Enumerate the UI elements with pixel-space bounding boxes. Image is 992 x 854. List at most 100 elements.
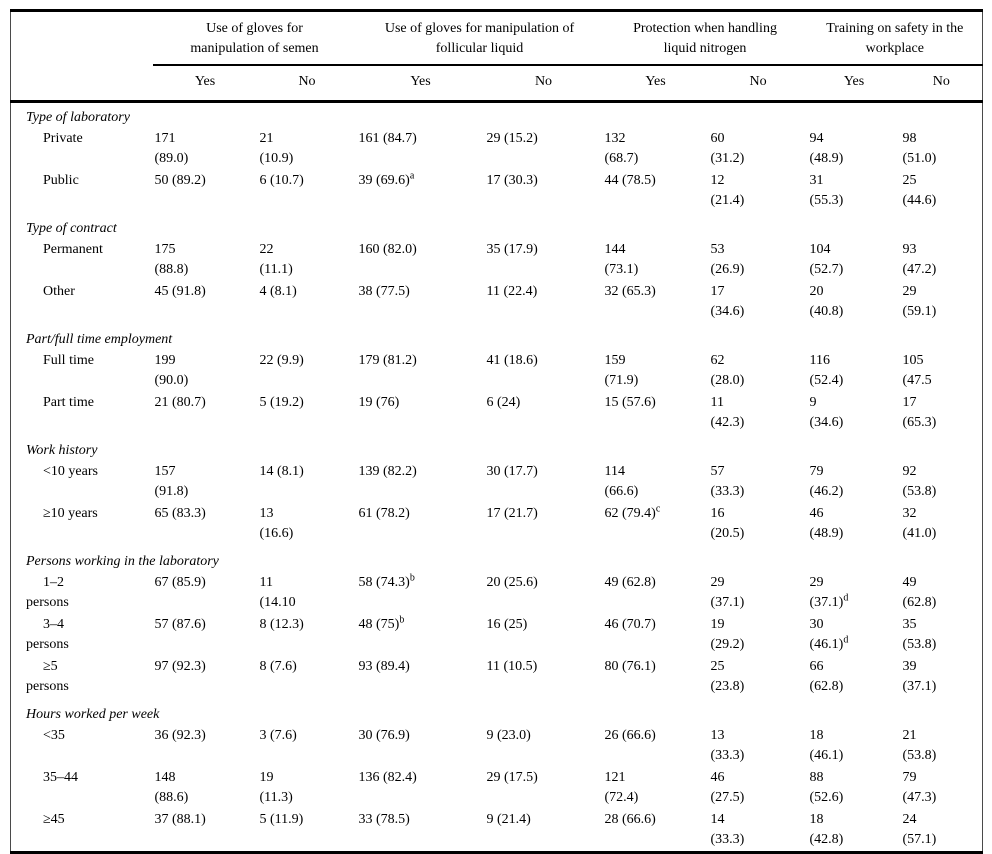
row-label: Private (43, 131, 83, 146)
data-cell: 36 (92.3) (154, 728, 206, 743)
table-row: Other 45 (91.8) 4 (8.1) 38 (77.5) 11 (22.4) 3… (11, 281, 983, 323)
data-cell: 19 (11.3) (259, 770, 293, 805)
table-row: ≥5 persons 97 (92.3) 8 (7.6) 93 (89.4) 11 (1… (11, 656, 983, 698)
data-cell: 8 (7.6) (259, 659, 297, 674)
footnote-marker: c (655, 503, 661, 515)
data-cell: 26 (66.6) (604, 728, 656, 743)
data-cell: 104 (52.7) (809, 242, 844, 277)
data-cell: 19 (76) (358, 395, 400, 410)
data-cell: 132 (68.7) (604, 131, 639, 166)
data-cell: 92 (53.8) (902, 464, 937, 499)
data-cell: 45 (91.8) (154, 284, 206, 299)
table-row: <35 36 (92.3) 3 (7.6) 30 (76.9) 9 (23.0) 26 (… (11, 725, 983, 767)
data-cell: 46 (27.5) (710, 770, 745, 805)
data-cell: 144 (73.1) (604, 242, 639, 277)
section-header-row: Persons working in the laboratory (11, 545, 983, 572)
data-cell: 11 (10.5) (486, 659, 538, 674)
data-cell: 29 (15.2) (486, 131, 538, 146)
row-label: Other (43, 284, 75, 299)
data-cell: 22 (11.1) (259, 242, 293, 277)
data-cell: 31 (55.3) (809, 173, 844, 208)
yes-no-header-row: Yes No Yes No Yes No Yes No (10, 65, 983, 103)
col-header-no: No (708, 65, 808, 103)
data-cell: 114 (66.6) (604, 464, 639, 499)
col-header-yes: Yes (807, 65, 901, 103)
data-cell: 33 (78.5) (358, 812, 410, 827)
data-cell: 32 (65.3) (604, 284, 656, 299)
data-cell: 88 (52.6) (809, 770, 844, 805)
data-cell: 20 (25.6) (486, 575, 538, 590)
row-label: ≥5 persons (26, 659, 69, 694)
data-cell: 9 (23.0) (486, 728, 531, 743)
data-cell: 97 (92.3) (154, 659, 206, 674)
data-cell: 79 (46.2) (809, 464, 844, 499)
data-cell: 9 (21.4) (486, 812, 531, 827)
data-cell: 15 (57.6) (604, 395, 656, 410)
data-cell: 20 (40.8) (809, 284, 844, 319)
data-cell: 46 (70.7) (604, 617, 656, 632)
data-cell: 13 (33.3) (710, 728, 745, 763)
stub-header (11, 11, 153, 66)
data-cell: 25 (44.6) (902, 173, 937, 208)
data-cell: 94 (48.9) (809, 131, 844, 166)
data-cell: 57 (33.3) (710, 464, 745, 499)
row-label: 1–2 persons (26, 575, 69, 610)
data-cell: 17 (34.6) (710, 284, 745, 319)
data-cell: 29 (37.1) (710, 575, 745, 610)
data-cell: 29 (37.1)d (809, 575, 849, 610)
column-group-safety-training: Training on safety in the workplace (807, 10, 983, 66)
section-header: Type of contract (26, 221, 117, 236)
footnote-marker: b (399, 614, 405, 626)
section-header-row: Work history (11, 434, 983, 461)
data-cell: 11 (14.10 (259, 575, 296, 610)
data-cell: 28 (66.6) (604, 812, 656, 827)
table-row: 1–2 persons 67 (85.9) 11 (14.10 58 (74.3)b 2… (11, 572, 983, 614)
row-label: Full time (43, 353, 94, 368)
data-cell: 171 (89.0) (154, 131, 189, 166)
data-cell: 93 (47.2) (902, 242, 937, 277)
data-cell: 29 (59.1) (902, 284, 937, 319)
table-row: ≥45 37 (88.1) 5 (11.9) 33 (78.5) 9 (21.4) 28 … (11, 809, 983, 853)
safety-practices-table: Use of gloves for manipulation of semen … (10, 9, 984, 854)
data-cell: 5 (11.9) (259, 812, 304, 827)
col-header-yes: Yes (152, 65, 258, 103)
data-cell: 98 (51.0) (902, 131, 937, 166)
data-cell: 11 (42.3) (710, 395, 745, 430)
data-cell: 60 (31.2) (710, 131, 745, 166)
data-cell: 46 (48.9) (809, 506, 844, 541)
row-label: Public (43, 173, 79, 188)
data-cell: 121 (72.4) (604, 770, 639, 805)
footnote-marker: d (843, 592, 849, 604)
data-cell: 62 (79.4)c (604, 503, 661, 521)
data-cell: 39 (37.1) (902, 659, 937, 694)
data-cell: 79 (47.3) (902, 770, 937, 805)
data-cell: 13 (16.6) (259, 506, 294, 541)
data-cell: 105 (47.5 (902, 353, 932, 388)
stub-header (10, 65, 153, 103)
data-cell: 16 (25) (486, 617, 528, 632)
data-cell: 58 (74.3)b (358, 572, 415, 590)
data-cell: 18 (46.1) (809, 728, 844, 763)
data-cell: 14 (33.3) (710, 812, 745, 847)
data-cell: 62 (28.0) (710, 353, 745, 388)
data-cell: 14 (8.1) (259, 464, 304, 479)
data-cell: 44 (78.5) (604, 173, 656, 188)
data-cell: 179 (81.2) (358, 353, 417, 368)
column-group-nitrogen-protection: Protection when handling liquid nitrogen (602, 10, 808, 66)
data-cell: 29 (17.5) (486, 770, 538, 785)
data-cell: 80 (76.1) (604, 659, 656, 674)
col-header-no: No (484, 65, 603, 103)
data-cell: 17 (21.7) (486, 506, 538, 521)
data-cell: 65 (83.3) (154, 506, 206, 521)
col-header-yes: Yes (356, 65, 485, 103)
paper-table: Use of gloves for manipulation of semen … (10, 9, 984, 854)
row-label: <10 years (43, 464, 98, 479)
footnote-marker: a (409, 170, 415, 182)
section-header: Hours worked per week (26, 707, 160, 722)
data-cell: 148 (88.6) (154, 770, 189, 805)
data-cell: 17 (30.3) (486, 173, 538, 188)
data-cell: 57 (87.6) (154, 617, 206, 632)
data-cell: 30 (46.1)d (809, 617, 849, 652)
row-label: <35 (43, 728, 65, 743)
data-cell: 66 (62.8) (809, 659, 844, 694)
